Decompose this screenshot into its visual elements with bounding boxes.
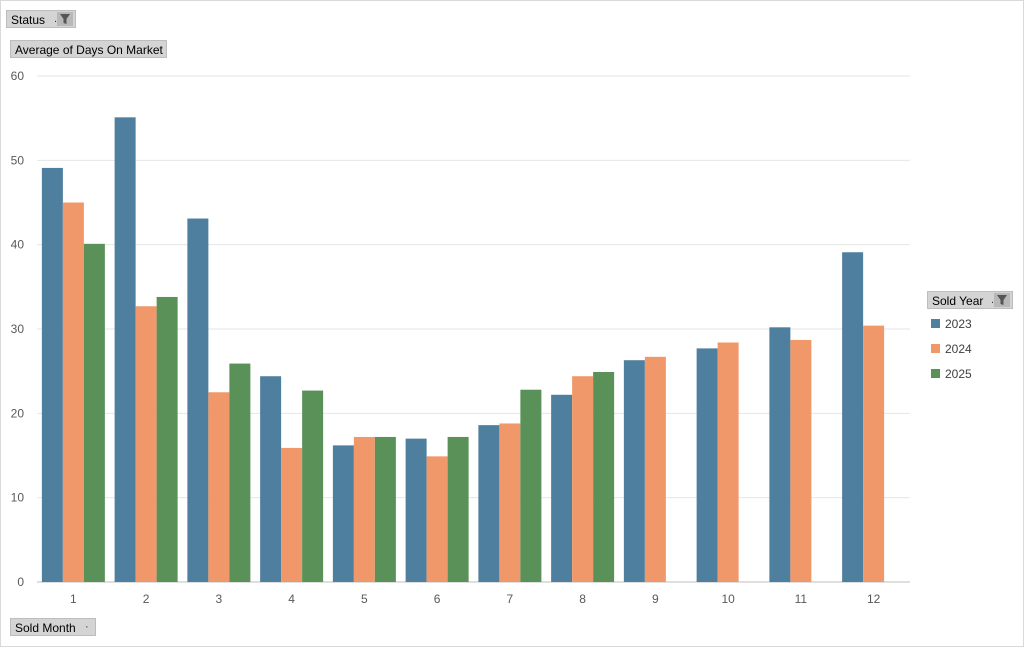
bar-2024-month-4 xyxy=(281,447,303,582)
bar-2025-month-4 xyxy=(302,390,324,582)
bar-2024-month-3 xyxy=(208,392,230,582)
bar-2025-month-8 xyxy=(593,372,615,582)
x-tick-label: 10 xyxy=(721,592,735,606)
sold-year-filter-label: Sold Year xyxy=(932,294,984,308)
bar-2025-month-1 xyxy=(83,243,105,582)
x-tick-label: 12 xyxy=(867,592,881,606)
bar-2023-month-12 xyxy=(842,252,864,583)
y-tick-label: 50 xyxy=(11,153,25,167)
bar-2023-month-3 xyxy=(187,218,209,583)
bar-2024-month-10 xyxy=(717,342,739,582)
legend-swatch xyxy=(931,344,940,353)
bar-2023-month-4 xyxy=(260,376,282,582)
y-tick-label: 20 xyxy=(11,406,25,420)
legend-label: 2025 xyxy=(945,367,972,381)
bar-2024-month-11 xyxy=(790,339,812,582)
bar-2024-month-5 xyxy=(353,436,375,582)
bar-2025-month-7 xyxy=(520,389,542,582)
dot-icon: . xyxy=(54,13,58,25)
funnel-icon[interactable] xyxy=(994,293,1010,307)
bar-2023-month-7 xyxy=(478,425,500,582)
x-tick-label: 1 xyxy=(70,592,77,606)
x-tick-label: 6 xyxy=(434,592,441,606)
sold-month-field-label: Sold Month xyxy=(15,621,76,635)
bar-2023-month-5 xyxy=(332,445,354,582)
status-filter-label: Status xyxy=(11,13,46,27)
x-tick-label: 8 xyxy=(579,592,586,606)
funnel-icon[interactable] xyxy=(57,12,73,26)
bar-2024-month-12 xyxy=(863,325,885,582)
x-tick-label: 9 xyxy=(652,592,659,606)
bar-2024-month-6 xyxy=(426,456,448,582)
y-tick-label: 10 xyxy=(11,491,25,505)
bar-2024-month-9 xyxy=(644,356,666,582)
bar-2024-month-7 xyxy=(499,423,521,582)
y-tick-label: 40 xyxy=(11,238,25,252)
x-tick-label: 5 xyxy=(361,592,368,606)
bar-2024-month-8 xyxy=(572,376,594,582)
funnel-icon-shape xyxy=(997,295,1007,305)
bar-2023-month-1 xyxy=(41,167,63,582)
bar-2023-month-2 xyxy=(114,117,136,582)
x-tick-label: 4 xyxy=(288,592,295,606)
bar-2024-month-1 xyxy=(62,202,84,582)
bar-2023-month-10 xyxy=(696,348,718,582)
legend-label: 2023 xyxy=(945,317,972,331)
bar-2025-month-3 xyxy=(229,363,251,582)
value-field-button[interactable]: Average of Days On Market xyxy=(10,40,167,58)
dropdown-dot-icon[interactable]: · xyxy=(85,621,89,633)
bar-2025-month-6 xyxy=(447,436,469,582)
sold-year-filter-button[interactable]: Sold Year . xyxy=(927,291,1013,309)
y-tick-label: 60 xyxy=(11,69,25,83)
bar-2023-month-11 xyxy=(769,327,791,582)
x-tick-label: 2 xyxy=(143,592,150,606)
x-tick-label: 3 xyxy=(216,592,223,606)
y-tick-label: 0 xyxy=(17,575,24,589)
x-tick-label: 7 xyxy=(507,592,514,606)
sold-month-field-button[interactable]: Sold Month · xyxy=(10,618,96,636)
bar-2024-month-2 xyxy=(135,306,157,582)
funnel-icon-shape xyxy=(60,14,70,24)
bar-2023-month-9 xyxy=(623,360,645,582)
y-tick-label: 30 xyxy=(11,322,25,336)
bar-2025-month-5 xyxy=(374,436,396,582)
status-filter-button[interactable]: Status . xyxy=(6,10,76,28)
x-tick-label: 11 xyxy=(795,592,808,606)
value-field-label: Average of Days On Market xyxy=(15,43,163,57)
dot-icon: . xyxy=(991,294,995,306)
bar-2023-month-6 xyxy=(405,438,427,582)
legend-swatch xyxy=(931,319,940,328)
legend-label: 2024 xyxy=(945,342,972,356)
bar-2025-month-2 xyxy=(156,296,178,582)
legend-swatch xyxy=(931,369,940,378)
bar-2023-month-8 xyxy=(551,394,573,582)
